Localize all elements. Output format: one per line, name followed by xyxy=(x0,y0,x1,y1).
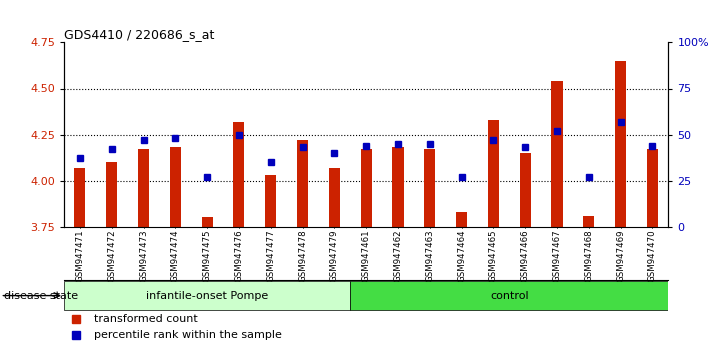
Bar xyxy=(265,175,277,227)
Text: GSM947472: GSM947472 xyxy=(107,229,116,282)
Bar xyxy=(201,217,213,227)
Bar xyxy=(233,122,245,227)
Bar xyxy=(351,281,668,310)
Bar xyxy=(488,120,499,227)
Bar xyxy=(552,81,562,227)
Text: GSM947476: GSM947476 xyxy=(235,229,243,282)
Text: GSM947467: GSM947467 xyxy=(552,229,562,282)
Text: GSM947468: GSM947468 xyxy=(584,229,593,282)
Text: GSM947477: GSM947477 xyxy=(266,229,275,282)
Bar xyxy=(615,61,626,227)
Text: GSM947465: GSM947465 xyxy=(489,229,498,282)
Text: GSM947471: GSM947471 xyxy=(75,229,85,282)
Bar xyxy=(583,216,594,227)
Text: GSM947463: GSM947463 xyxy=(425,229,434,282)
Bar xyxy=(170,147,181,227)
Text: GSM947464: GSM947464 xyxy=(457,229,466,282)
Text: GSM947479: GSM947479 xyxy=(330,229,339,282)
Bar xyxy=(75,168,85,227)
Text: GSM947478: GSM947478 xyxy=(298,229,307,282)
Text: GSM947469: GSM947469 xyxy=(616,229,625,282)
Text: control: control xyxy=(490,291,528,301)
Text: GDS4410 / 220686_s_at: GDS4410 / 220686_s_at xyxy=(64,28,214,41)
Text: infantile-onset Pompe: infantile-onset Pompe xyxy=(146,291,268,301)
Text: disease state: disease state xyxy=(4,291,77,301)
Bar xyxy=(456,212,467,227)
Text: GSM947470: GSM947470 xyxy=(648,229,657,282)
Text: GSM947462: GSM947462 xyxy=(393,229,402,282)
Text: GSM947475: GSM947475 xyxy=(203,229,212,282)
Text: GSM947461: GSM947461 xyxy=(362,229,370,282)
Bar xyxy=(297,140,308,227)
Text: GSM947473: GSM947473 xyxy=(139,229,148,282)
Bar xyxy=(360,149,372,227)
Text: GSM947474: GSM947474 xyxy=(171,229,180,282)
Bar xyxy=(328,168,340,227)
Bar xyxy=(520,153,531,227)
Bar xyxy=(138,149,149,227)
Text: percentile rank within the sample: percentile rank within the sample xyxy=(94,330,282,341)
Bar xyxy=(392,147,404,227)
Text: GSM947466: GSM947466 xyxy=(520,229,530,282)
Bar xyxy=(424,149,435,227)
Bar xyxy=(64,281,351,310)
Bar xyxy=(106,162,117,227)
Text: transformed count: transformed count xyxy=(94,314,198,325)
Bar xyxy=(647,149,658,227)
